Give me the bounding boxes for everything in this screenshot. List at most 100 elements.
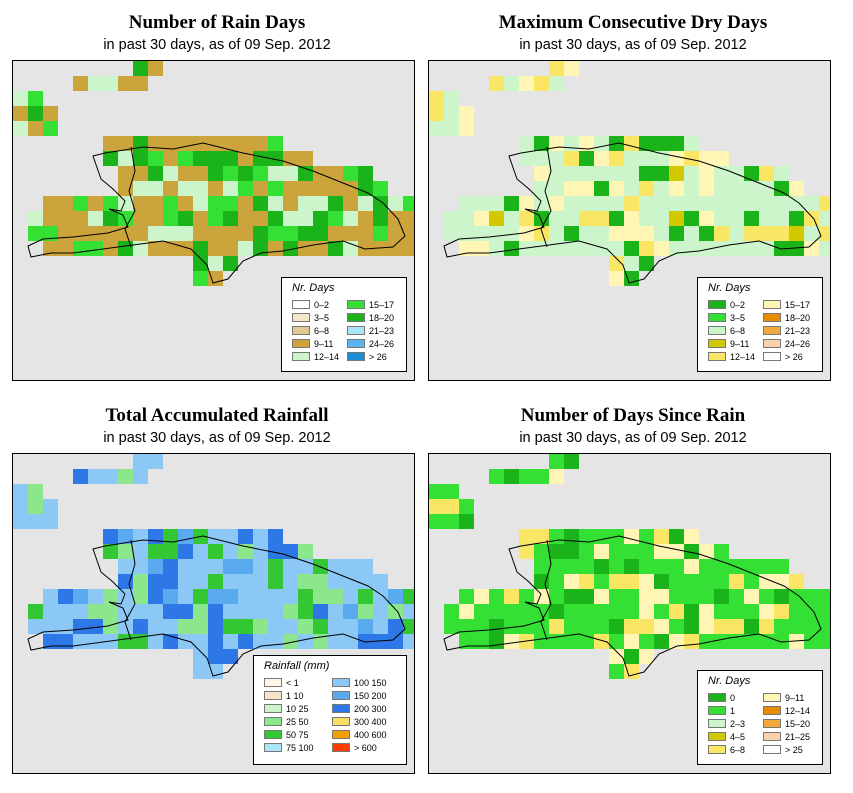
grid-cell — [373, 604, 388, 619]
grid-cell — [43, 196, 58, 211]
grid-cell — [223, 181, 238, 196]
grid-cell — [789, 589, 804, 604]
grid-cell — [609, 619, 624, 634]
grid-cell — [223, 604, 238, 619]
legend-label: 150 200 — [354, 691, 387, 701]
grid-cell — [388, 604, 403, 619]
legend-rain-days: Nr. Days 0–2 3–5 6–8 9–11 12–14 15–17 18–20 21–… — [281, 277, 407, 372]
grid-cell — [549, 136, 564, 151]
legend-swatch — [708, 313, 726, 322]
grid-cell — [639, 619, 654, 634]
legend-label: 0 — [730, 693, 736, 703]
grid-cell — [774, 181, 789, 196]
grid-cell — [253, 619, 268, 634]
grid-cell — [534, 589, 549, 604]
grid-cell — [298, 181, 313, 196]
grid-cell — [253, 589, 268, 604]
legend-item: 24–26 — [347, 339, 394, 350]
grid-cell — [238, 181, 253, 196]
grid-cell — [238, 604, 253, 619]
grid-cell — [654, 226, 669, 241]
grid-cell — [459, 196, 474, 211]
grid-cell — [714, 151, 729, 166]
grid-cell — [519, 136, 534, 151]
grid-cell — [579, 619, 594, 634]
grid-cell — [148, 181, 163, 196]
grid-cell — [118, 559, 133, 574]
grid-cell — [474, 619, 489, 634]
grid-cell — [313, 619, 328, 634]
legend-swatch — [763, 719, 781, 728]
grid-cell — [238, 589, 253, 604]
grid-cell — [519, 619, 534, 634]
grid-cell — [654, 211, 669, 226]
grid-cell — [373, 589, 388, 604]
grid-cell — [534, 76, 549, 91]
grid-cell — [609, 604, 624, 619]
grid-cell — [268, 619, 283, 634]
grid-cell — [193, 574, 208, 589]
grid-cell — [504, 604, 519, 619]
grid-cell — [594, 604, 609, 619]
legend-label: 100 150 — [354, 678, 387, 688]
grid-cell — [208, 619, 223, 634]
grid-cell — [28, 484, 43, 499]
grid-cell — [624, 136, 639, 151]
grid-cell — [328, 166, 343, 181]
grid-cell — [163, 634, 178, 649]
grid-cell — [178, 619, 193, 634]
panel-title: Number of Rain Days — [128, 12, 306, 33]
grid-cell — [118, 469, 133, 484]
grid-cell — [328, 226, 343, 241]
grid-cell — [654, 619, 669, 634]
grid-cell — [684, 196, 699, 211]
grid-cell — [373, 196, 388, 211]
grid-cell — [744, 181, 759, 196]
panel-subtitle: in past 30 days, as of 09 Sep. 2012 — [103, 37, 331, 53]
grid-cell — [268, 544, 283, 559]
grid-cell — [43, 211, 58, 226]
legend-item: 100 150 — [332, 678, 387, 689]
map-rainfall: Rainfall (mm) < 1 1 10 10 25 25 50 50 75 75 1… — [12, 453, 415, 774]
grid-cell — [253, 559, 268, 574]
grid-cell — [669, 619, 684, 634]
legend-swatch — [332, 743, 350, 752]
grid-cell — [579, 196, 594, 211]
grid-cell — [133, 469, 148, 484]
grid-cell — [358, 619, 373, 634]
grid-cell — [444, 619, 459, 634]
grid-cell — [519, 76, 534, 91]
legend-swatch — [264, 704, 282, 713]
grid-cell — [519, 604, 534, 619]
grid-cell — [744, 634, 759, 649]
grid-cell — [133, 604, 148, 619]
grid-cell — [193, 226, 208, 241]
grid-cell — [283, 181, 298, 196]
legend-swatch — [708, 326, 726, 335]
grid-cell — [594, 589, 609, 604]
grid-cell — [343, 559, 358, 574]
grid-cell — [253, 604, 268, 619]
grid-cell — [313, 574, 328, 589]
grid-cell — [579, 226, 594, 241]
legend-label: 9–11 — [314, 339, 334, 349]
grid-cell — [459, 619, 474, 634]
grid-cell — [489, 619, 504, 634]
grid-cell — [28, 226, 43, 241]
grid-cell — [729, 196, 744, 211]
legend-item: 0–2 — [292, 300, 329, 311]
grid-cell — [133, 529, 148, 544]
grid-cell — [654, 196, 669, 211]
grid-cell — [819, 634, 830, 649]
grid-cell — [73, 76, 88, 91]
grid-cell — [804, 634, 819, 649]
country-border — [124, 539, 136, 641]
grid-cell — [283, 211, 298, 226]
grid-cell — [684, 544, 699, 559]
grid-cell — [804, 211, 819, 226]
grid-cell — [328, 196, 343, 211]
grid-cell — [253, 544, 268, 559]
country-border — [540, 539, 552, 641]
grid-cell — [223, 619, 238, 634]
grid-cell — [163, 619, 178, 634]
